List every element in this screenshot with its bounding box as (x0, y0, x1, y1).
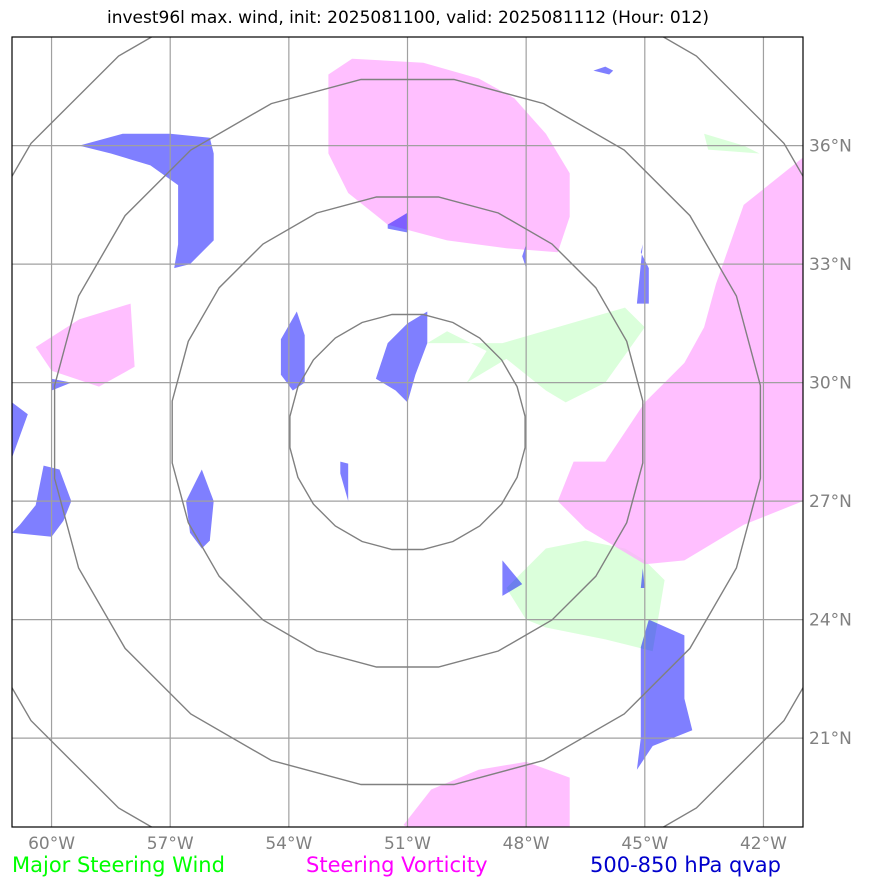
lon-tick-label: 57°W (147, 834, 194, 854)
qvap-area (186, 469, 214, 549)
qvap-area (636, 619, 693, 770)
legend-steering-vorticity: Steering Vorticity (306, 853, 488, 877)
plot-frame (11, 36, 804, 828)
lat-tick-label: 36°N (809, 137, 852, 157)
lon-tick-label: 60°W (28, 834, 75, 854)
qvap-area (522, 244, 527, 269)
qvap-area (640, 568, 645, 588)
steering-vorticity-area (403, 761, 570, 827)
qvap-area (340, 461, 349, 502)
qvap-area (51, 378, 72, 391)
range-ring (53, 78, 762, 786)
steering-wind-area (427, 307, 645, 403)
qvap-layer (12, 66, 693, 770)
qvap-area (387, 212, 408, 233)
qvap-area (280, 311, 305, 391)
map-title: invest96l max. wind, init: 2025081100, v… (106, 8, 710, 28)
lon-tick-label: 51°W (384, 834, 431, 854)
lat-tick-label: 24°N (809, 611, 852, 631)
legend-qvap: 500-850 hPa qvap (590, 853, 781, 877)
lon-tick-label: 48°W (503, 834, 550, 854)
lon-tick-label: 42°W (740, 834, 787, 854)
qvap-area (12, 402, 28, 458)
qvap-area (502, 560, 523, 596)
range-ring (289, 313, 526, 551)
qvap-area (636, 244, 649, 304)
legend-major-steering-wind: Major Steering Wind (12, 853, 225, 877)
lat-tick-label: 27°N (809, 492, 852, 512)
graticule (12, 37, 803, 827)
steering-vorticity-area (328, 58, 570, 253)
axis-tick-labels: 60°W 57°W 54°W 51°W 48°W 45°W 42°W 36°N 33°N 30°N… (28, 137, 852, 854)
range-ring (171, 196, 644, 668)
qvap-area (79, 133, 214, 269)
lon-tick-label: 54°W (265, 834, 312, 854)
lat-tick-label: 21°N (809, 729, 852, 749)
steering-wind-area (704, 133, 760, 154)
qvap-area (375, 311, 428, 403)
lat-tick-label: 33°N (809, 255, 852, 275)
lon-tick-label: 45°W (621, 834, 668, 854)
steering-vorticity-area (557, 157, 803, 565)
qvap-area (593, 66, 614, 75)
lat-tick-label: 30°N (809, 374, 852, 394)
